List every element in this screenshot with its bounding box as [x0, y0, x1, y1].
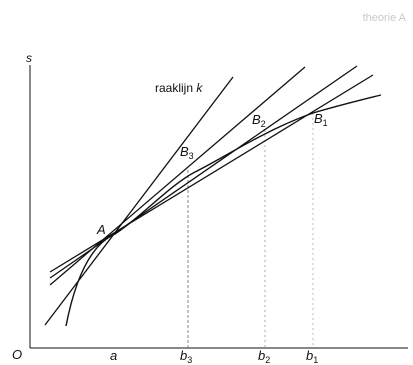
point-b1-base: B [314, 111, 323, 126]
tick-b1: b1 [306, 348, 318, 365]
tangent-label: raaklijn k [155, 81, 203, 95]
point-label-b3: B3 [180, 144, 194, 161]
point-b3-sub: 3 [189, 151, 194, 161]
tick-a: a [110, 348, 117, 363]
point-b2-base: B [252, 112, 261, 127]
secant-line-ab1 [49, 74, 374, 273]
tick-b2-base: b [258, 348, 265, 363]
point-label-b2: B2 [252, 112, 266, 129]
curve-s [65, 94, 382, 327]
tangent-line-k [44, 76, 234, 326]
tick-b1-sub: 1 [313, 355, 318, 365]
y-axis-label: s [26, 51, 32, 65]
tick-b1-base: b [306, 348, 313, 363]
point-b3-base: B [180, 144, 189, 159]
point-b1-sub: 1 [323, 118, 328, 128]
tick-b3-base: b [180, 348, 187, 363]
point-label-a: A [96, 222, 106, 237]
tick-b3-sub: 3 [187, 355, 192, 365]
tangent-label-text: raaklijn [155, 81, 196, 95]
point-b2-sub: 2 [261, 119, 266, 129]
tick-b3: b3 [180, 348, 192, 365]
tick-b2-sub: 2 [265, 355, 270, 365]
tangent-label-var: k [196, 81, 203, 95]
secant-line-ab2 [49, 65, 358, 279]
point-label-b1: B1 [314, 111, 328, 128]
corner-text: theorie A [363, 12, 407, 24]
tick-b2: b2 [258, 348, 270, 365]
origin-label: O [12, 347, 22, 362]
